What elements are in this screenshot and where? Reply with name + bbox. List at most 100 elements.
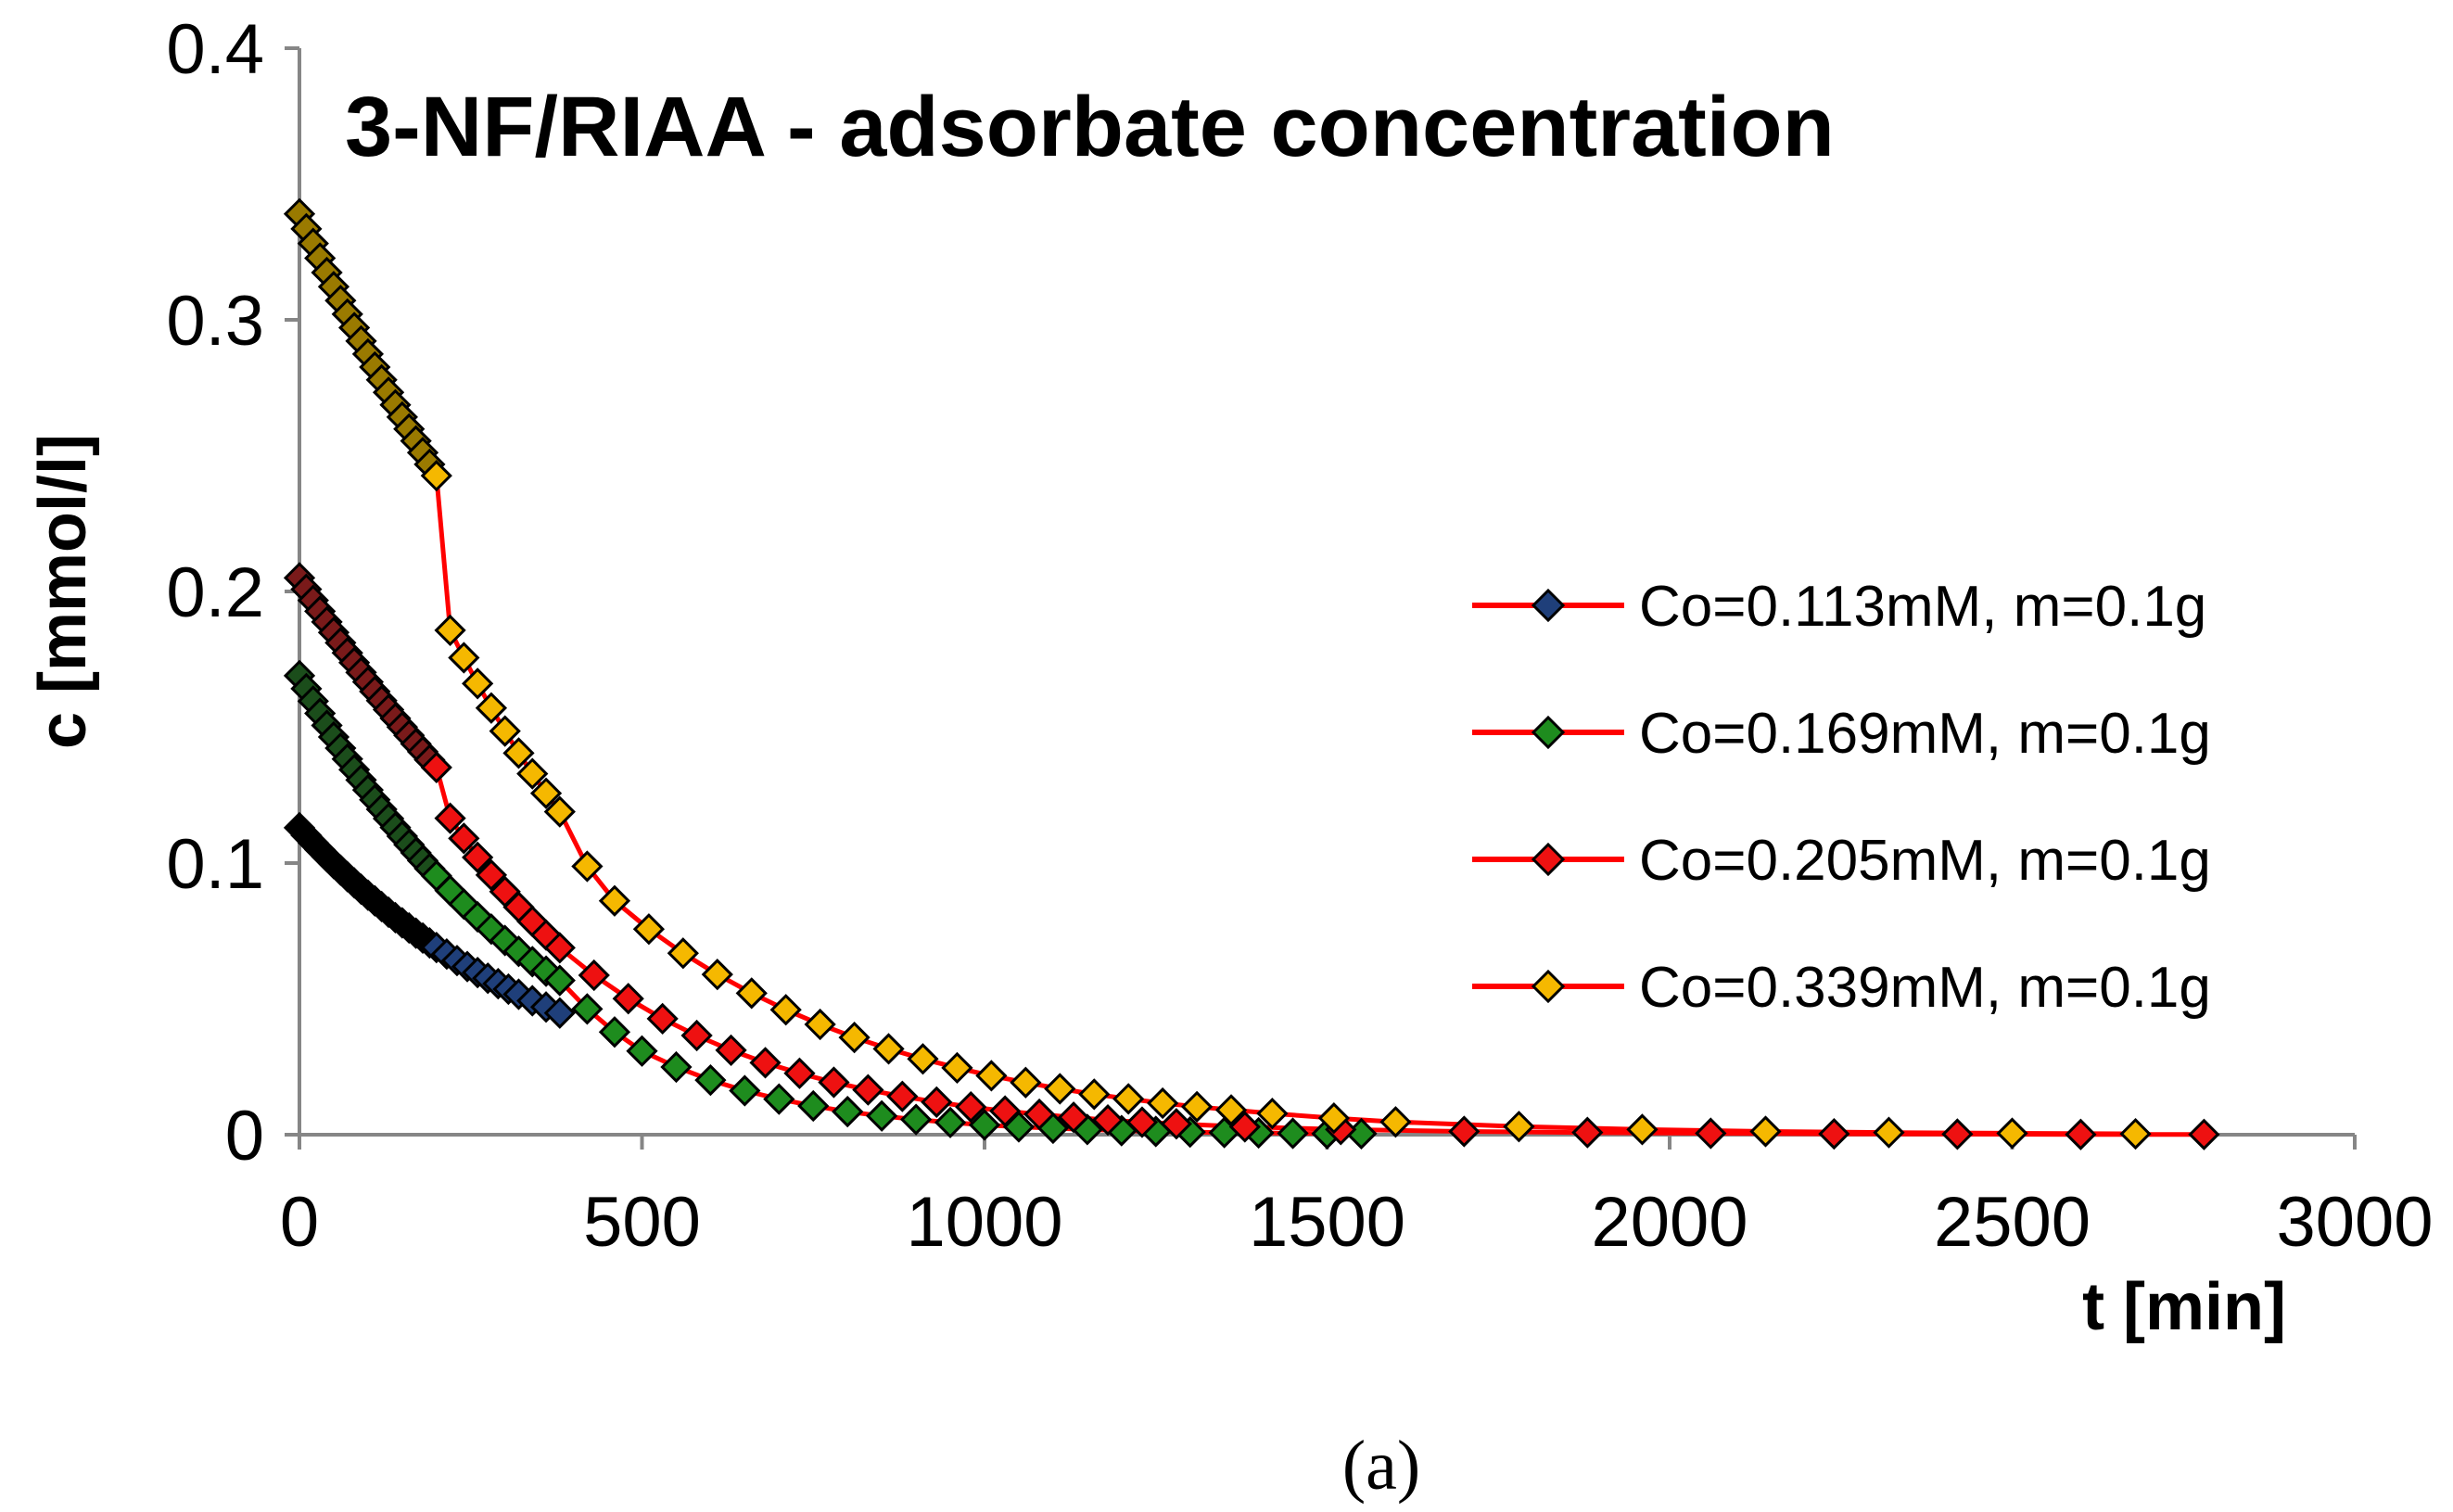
data-point-series-4 [1873,1116,1905,1149]
data-point-series-4 [543,795,576,828]
data-point-series-4 [1010,1066,1042,1099]
data-point-series-3 [1695,1117,1727,1150]
data-point-series-3 [434,802,466,834]
y-tick-label: 0.2 [166,553,264,632]
data-point-series-4 [872,1033,905,1065]
data-point-series-2 [832,1095,864,1128]
data-point-series-3 [448,822,480,855]
data-point-series-4 [1044,1073,1076,1105]
data-point-series-3 [462,841,494,873]
data-point-series-4 [516,757,549,790]
data-point-series-3 [2188,1118,2220,1150]
data-point-series-4 [975,1060,1008,1092]
data-point-series-3 [420,751,452,783]
data-point-series-3 [543,932,576,964]
data-point-series-4 [434,614,466,647]
legend-label: Co=0.113mM, m=0.1g [1639,575,2206,639]
y-ticks: 0 0.1 0.2 0.3 0.4 [166,10,299,1175]
data-point-series-4 [941,1051,973,1085]
legend-marker [1531,588,1566,623]
data-point-series-3 [783,1057,816,1089]
data-point-series-4 [1112,1083,1145,1115]
data-point-series-3 [1057,1101,1090,1134]
data-point-series-3 [1818,1117,1850,1150]
data-point-series-3 [1571,1116,1604,1149]
data-point-series-4 [1626,1113,1659,1146]
x-tick-label: 2000 [1591,1183,1748,1262]
x-tick-label: 0 [280,1183,319,1262]
data-point-series-3 [612,983,644,1015]
data-point-series-2 [571,993,604,1025]
data-point-series-4 [838,1021,871,1054]
data-point-series-3 [1941,1118,1974,1150]
legend-label: Co=0.205mM, m=0.1g [1639,829,2211,893]
data-point-series-3 [1160,1108,1193,1140]
data-point-series-3 [2065,1118,2097,1150]
data-point-series-4 [571,850,604,883]
legend: Co=0.113mM, m=0.1g Co=0.169mM, m=0.1g Co=0… [1472,575,2211,1020]
chart-title: 3-NF/RIAA - adsorbate concentration [345,80,1835,174]
data-point-series-4 [1147,1086,1179,1120]
data-point-series-2 [729,1074,761,1107]
x-tick-label: 1500 [1249,1183,1405,1262]
data-point-series-4 [2119,1117,2152,1150]
data-point-series-4 [529,777,563,809]
data-point-series-4 [632,913,666,946]
data-point-series-4 [907,1043,939,1075]
data-point-series-4 [1214,1094,1248,1126]
data-point-series-2 [934,1106,967,1138]
data-point-series-4 [448,642,480,674]
y-tick-label: 0.3 [166,282,264,361]
data-point-series-4 [1317,1102,1351,1135]
data-point-series-4 [1503,1111,1535,1143]
data-point-series-4 [1379,1106,1412,1138]
legend-marker [1531,969,1566,1004]
data-point-series-4 [1749,1115,1782,1148]
y-tick-label: 0.1 [166,825,264,904]
y-tick-label: 0 [225,1097,264,1175]
legend-label: Co=0.339mM, m=0.1g [1639,956,2211,1020]
data-point-series-4 [1256,1098,1289,1130]
x-tick-label: 2500 [1934,1183,2091,1262]
data-point-series-2 [797,1089,830,1123]
data-point-series-3 [886,1080,919,1112]
data-point-series-4 [1996,1117,2028,1150]
figure-caption: (a) [1342,1427,1420,1505]
data-point-series-2 [598,1016,631,1048]
y-tick-label: 0.4 [166,10,264,89]
data-point-series-2 [866,1099,898,1132]
data-point-series-3 [1448,1115,1481,1148]
data-point-series-4 [462,667,494,700]
data-point-series-4 [489,715,521,747]
data-point-series-4 [769,994,802,1026]
data-point-series-2 [626,1035,658,1067]
data-point-series-2 [694,1063,727,1097]
data-point-series-4 [735,977,768,1010]
legend-marker [1531,842,1566,877]
data-point-series-3 [475,858,508,892]
markers [283,197,2220,1150]
data-point-series-3 [646,1002,679,1036]
data-point-series-2 [899,1103,933,1136]
data-point-series-4 [1078,1078,1111,1111]
x-axis-title: t [min] [2082,1270,2286,1344]
data-point-series-2 [968,1109,1001,1141]
data-point-series-2 [763,1083,795,1115]
data-point-series-3 [921,1086,953,1118]
data-point-series-3 [578,959,610,992]
y-axis-title: c [mmol/l] [26,434,100,749]
data-point-series-1 [543,997,576,1029]
data-point-series-4 [1180,1090,1214,1123]
x-ticks: 0 500 1000 1500 2000 2500 3000 [280,1135,2434,1262]
data-point-series-3 [852,1074,884,1106]
data-point-series-3 [1125,1106,1159,1138]
data-point-series-4 [804,1008,836,1041]
x-tick-label: 3000 [2276,1183,2433,1262]
data-point-series-2 [1277,1117,1309,1150]
data-point-series-3 [1228,1111,1261,1143]
data-point-series-3 [749,1047,782,1079]
data-point-series-3 [715,1034,747,1066]
x-tick-label: 500 [583,1183,701,1262]
data-point-series-3 [680,1019,713,1052]
